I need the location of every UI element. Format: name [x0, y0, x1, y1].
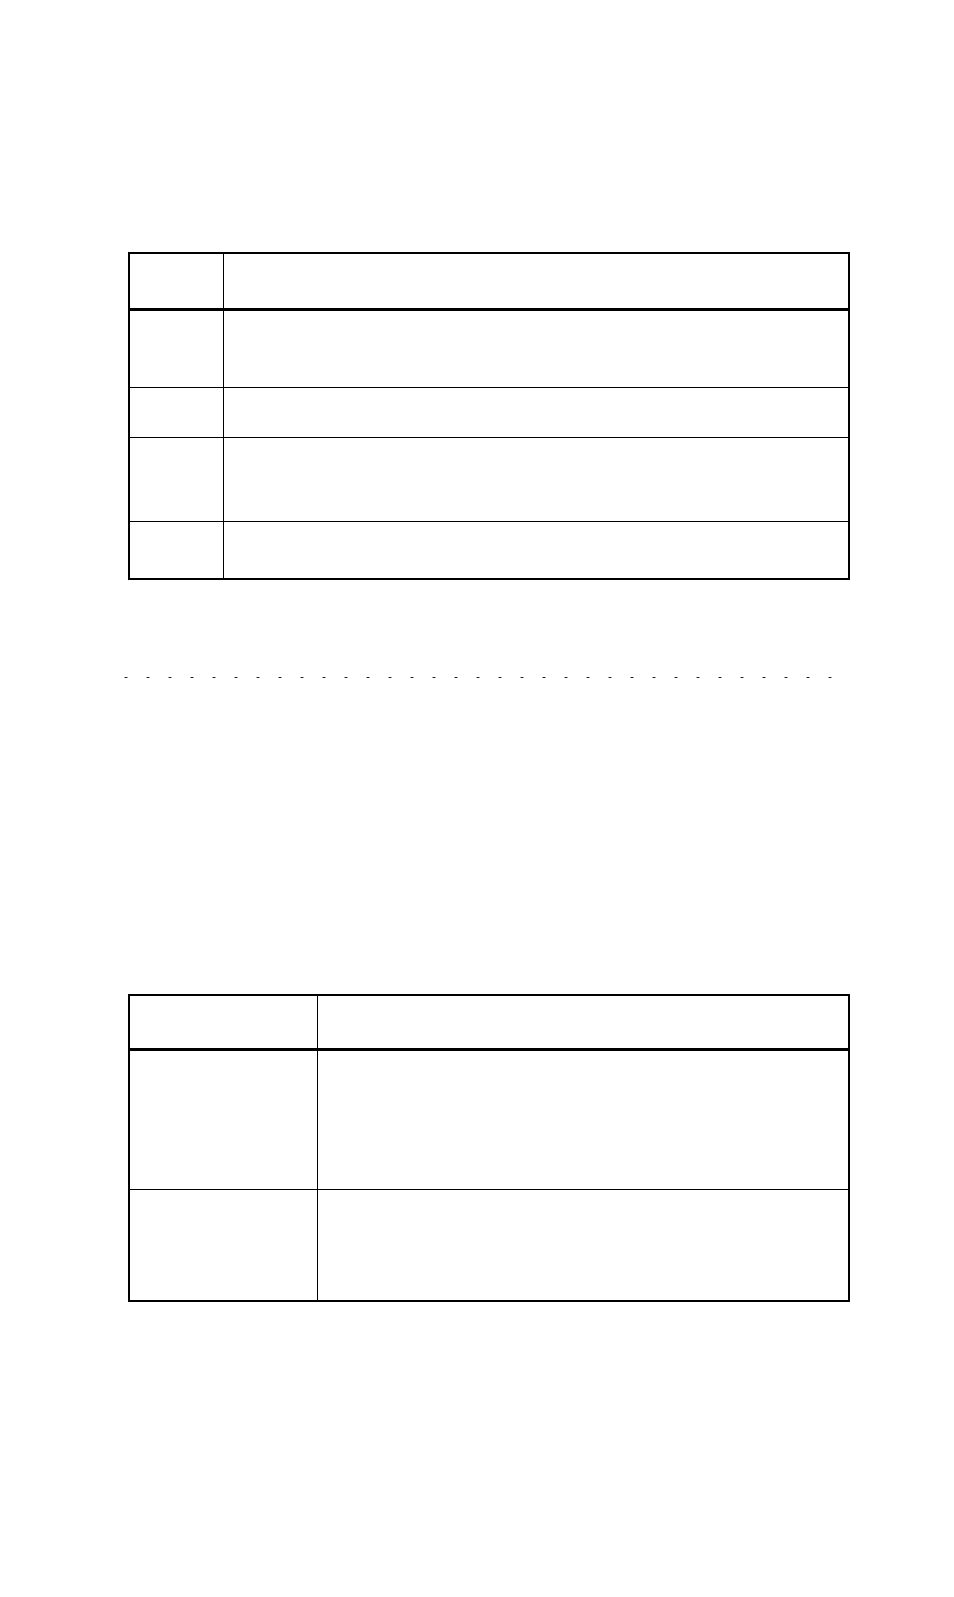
divider-dot: [366, 677, 370, 678]
divider-dot: [828, 677, 832, 678]
divider-dot: [234, 677, 238, 678]
lower-table-cell-r3c1: [129, 1189, 317, 1301]
page: [0, 0, 954, 1597]
dotted-divider: [124, 670, 844, 678]
divider-dot: [278, 677, 282, 678]
divider-dot: [388, 677, 392, 678]
divider-dot: [762, 677, 766, 678]
divider-dot: [410, 677, 414, 678]
upper-table-cell-r5c2: [223, 521, 849, 579]
divider-dot: [520, 677, 524, 678]
table-row: [129, 1189, 849, 1301]
table-row: [129, 253, 849, 309]
upper-table-cell-r4c2: [223, 437, 849, 521]
divider-dot: [564, 677, 568, 678]
table-row: [129, 387, 849, 437]
divider-dot: [124, 677, 128, 678]
table-row: [129, 521, 849, 579]
divider-dot: [344, 677, 348, 678]
divider-dot: [454, 677, 458, 678]
table-row: [129, 437, 849, 521]
lower-table-cell-r2c1: [129, 1049, 317, 1189]
lower-table-cell-r2c2: [317, 1049, 849, 1189]
lower-table-header-c2: [317, 995, 849, 1049]
divider-dot: [652, 677, 656, 678]
divider-dot: [168, 677, 172, 678]
table-row: [129, 309, 849, 387]
divider-dot: [432, 677, 436, 678]
table-row: [129, 995, 849, 1049]
divider-dot: [784, 677, 788, 678]
divider-dot: [718, 677, 722, 678]
upper-table-cell-r3c2: [223, 387, 849, 437]
upper-table-header-c2: [223, 253, 849, 309]
divider-dot: [476, 677, 480, 678]
divider-dot: [146, 677, 150, 678]
divider-dot: [322, 677, 326, 678]
divider-dot: [212, 677, 216, 678]
divider-dot: [674, 677, 678, 678]
lower-table: [128, 994, 850, 1302]
upper-table-cell-r2c1: [129, 309, 223, 387]
divider-dot: [608, 677, 612, 678]
divider-dot: [300, 677, 304, 678]
divider-dot: [740, 677, 744, 678]
divider-dot: [806, 677, 810, 678]
upper-table-cell-r4c1: [129, 437, 223, 521]
upper-table-cell-r5c1: [129, 521, 223, 579]
upper-table-header-c1: [129, 253, 223, 309]
upper-table-cell-r2c2: [223, 309, 849, 387]
divider-dot: [498, 677, 502, 678]
divider-dot: [586, 677, 590, 678]
divider-dot: [696, 677, 700, 678]
divider-dot: [256, 677, 260, 678]
divider-dot: [190, 677, 194, 678]
divider-dot: [630, 677, 634, 678]
upper-table: [128, 252, 850, 580]
lower-table-header-c1: [129, 995, 317, 1049]
lower-table-cell-r3c2: [317, 1189, 849, 1301]
divider-dot: [542, 677, 546, 678]
upper-table-cell-r3c1: [129, 387, 223, 437]
table-row: [129, 1049, 849, 1189]
